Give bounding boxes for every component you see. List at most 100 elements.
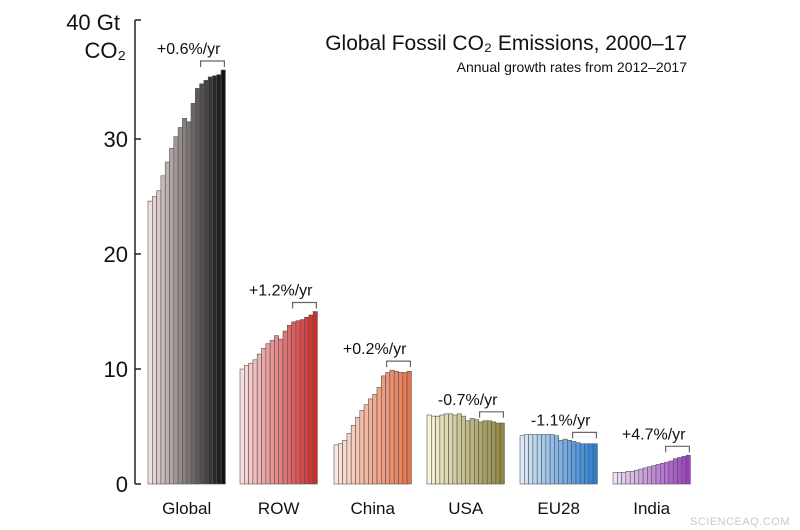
bar: [212, 75, 218, 485]
bar: [478, 421, 484, 485]
bar: [308, 314, 314, 485]
y-unit-line1: 40 Gt: [66, 10, 120, 35]
bar: [195, 88, 200, 485]
bar: [299, 319, 305, 485]
bar: [199, 83, 205, 485]
bar-group-india: +4.7%/yr India: [612, 426, 691, 518]
bar: [579, 443, 585, 485]
bar: [177, 127, 183, 485]
growth-bracket: [572, 431, 597, 439]
bar: [629, 471, 635, 485]
bar: [278, 338, 284, 485]
category-label: China: [350, 499, 395, 518]
bar: [495, 422, 501, 485]
bar: [638, 468, 644, 485]
bar: [312, 311, 318, 485]
bar-group-eu28: -1.1%/yr EU28: [519, 412, 598, 518]
bar: [398, 372, 404, 485]
bar: [244, 365, 249, 485]
bar: [519, 435, 525, 485]
bar: [584, 443, 590, 485]
bar: [558, 439, 564, 485]
y-unit-line2: CO₂: [84, 38, 126, 63]
category-label: India: [633, 499, 670, 518]
bar: [465, 420, 471, 485]
growth-rate-label: +4.7%/yr: [622, 426, 686, 443]
watermark: SCIENCEAQ.COM: [690, 516, 790, 528]
bar: [430, 415, 436, 485]
category-label: EU28: [537, 499, 580, 518]
bar: [207, 76, 213, 485]
bar: [647, 466, 653, 485]
y-tick-label: 10: [104, 357, 128, 382]
bar: [439, 414, 445, 485]
growth-rate-label: +0.2%/yr: [343, 341, 407, 358]
category-label: USA: [448, 499, 484, 518]
bar: [621, 472, 627, 485]
bar: [545, 434, 551, 485]
growth-rate-label: +0.6%/yr: [157, 41, 221, 58]
bar: [291, 321, 297, 485]
growth-bracket: [665, 445, 690, 453]
bar: [554, 435, 560, 485]
bar-group-china: +0.2%/yr China: [333, 341, 412, 518]
bar: [456, 413, 462, 485]
bar: [448, 413, 454, 485]
bar: [169, 147, 175, 485]
bar: [575, 442, 581, 485]
bar-group-usa: -0.7%/yr USA: [426, 392, 505, 518]
bar: [452, 414, 458, 485]
growth-rate-label: -0.7%/yr: [438, 392, 498, 409]
bar: [304, 316, 310, 485]
bar: [295, 320, 301, 485]
bar: [355, 416, 361, 485]
bar: [536, 434, 542, 485]
bar: [190, 103, 196, 485]
bar: [668, 460, 674, 485]
bar: [612, 472, 618, 485]
growth-bracket: [200, 60, 225, 67]
growth-bracket: [479, 411, 504, 418]
bar: [350, 425, 356, 485]
bar: [482, 420, 488, 485]
bar: [203, 80, 209, 485]
bar: [664, 461, 670, 485]
bar: [677, 457, 683, 485]
bar: [152, 196, 157, 485]
bar: [286, 324, 292, 485]
bar: [685, 454, 691, 485]
bar: [261, 347, 267, 485]
y-tick-label: 20: [104, 242, 128, 267]
bar: [592, 443, 598, 485]
bar: [499, 422, 505, 485]
bar: [216, 74, 222, 485]
bar: [252, 359, 258, 485]
bar: [385, 372, 391, 485]
category-label: Global: [162, 499, 211, 518]
bar: [571, 441, 577, 485]
bar: [562, 438, 568, 485]
bar: [164, 161, 170, 485]
bar: [642, 467, 648, 485]
bar: [265, 343, 271, 485]
bar: [659, 462, 665, 485]
bar: [368, 398, 373, 485]
y-tick-label: 30: [104, 127, 128, 152]
bar: [426, 414, 432, 485]
bar: [389, 369, 395, 485]
bar: [616, 472, 622, 485]
bar: [443, 413, 449, 485]
bar: [376, 387, 382, 485]
bar: [486, 420, 492, 485]
growth-rate-label: +1.2%/yr: [249, 283, 313, 300]
bar: [156, 190, 162, 485]
bar: [248, 362, 254, 485]
bar: [220, 69, 226, 485]
bar: [359, 410, 365, 485]
bar: [549, 434, 555, 485]
y-ticks: 0 10 20 30: [104, 127, 141, 497]
bar: [625, 471, 631, 485]
bar: [363, 404, 369, 485]
bar-group-global: +0.6%/yr Global: [147, 41, 226, 518]
bar: [528, 434, 534, 485]
